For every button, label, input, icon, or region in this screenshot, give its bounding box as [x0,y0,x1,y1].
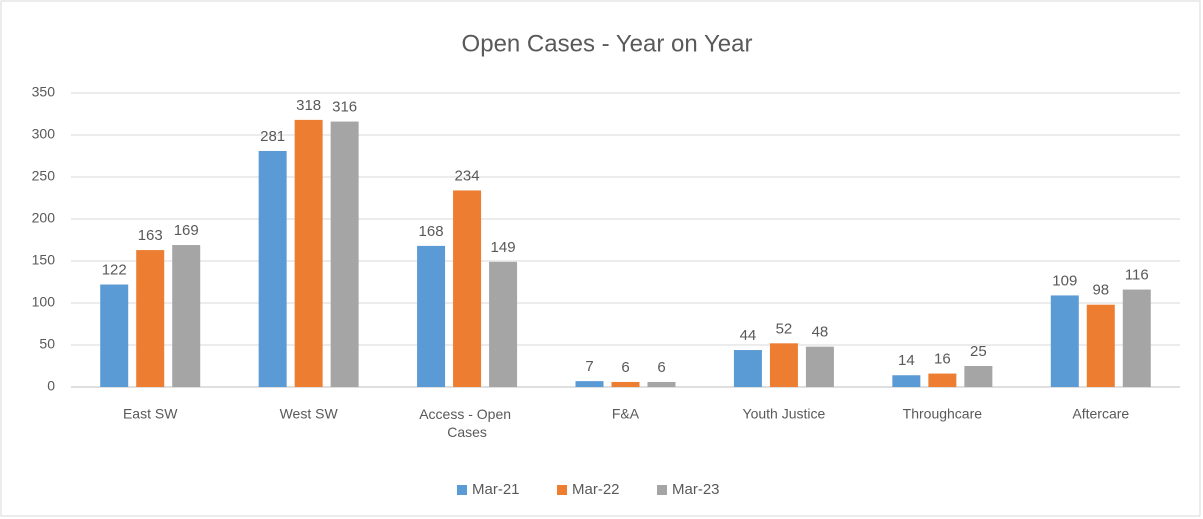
bar [892,375,921,387]
value-label: 109 [1052,272,1077,289]
value-label: 48 [812,324,829,341]
chart-title: Open Cases - Year on Year [462,30,753,57]
bar [1050,295,1079,387]
bar [489,261,518,387]
legend-label: Mar-22 [572,481,620,498]
x-tick-label: Aftercare [1072,406,1129,422]
bar [769,343,798,387]
x-tick-label: West SW [280,406,339,422]
x-tick-label: Throughcare [903,406,983,422]
value-label: 6 [657,359,665,376]
value-label: 318 [296,97,321,114]
y-tick-label: 200 [32,210,56,226]
value-label: 7 [585,358,593,375]
value-label: 98 [1092,282,1109,299]
value-label: 116 [1125,267,1149,284]
value-label: 44 [740,327,757,344]
bar [294,119,323,387]
legend-swatch [457,485,467,495]
value-label: 6 [621,359,629,376]
y-tick-label: 300 [32,126,56,142]
y-tick-label: 250 [32,168,56,184]
bar [172,245,201,387]
value-label: 25 [970,343,987,360]
bar [453,190,482,387]
bar [805,346,834,387]
value-label: 52 [776,320,793,337]
legend-label: Mar-21 [472,481,520,498]
y-tick-label: 0 [47,378,55,394]
y-tick-label: 50 [39,336,55,352]
value-label: 163 [138,227,163,244]
bar [136,250,165,387]
bar [611,381,640,387]
bar [928,373,957,387]
y-tick-label: 150 [32,252,56,268]
y-tick-label: 100 [32,294,56,310]
value-label: 316 [332,99,357,116]
bar [417,245,446,387]
bar [1122,289,1151,387]
value-label: 169 [174,222,199,239]
value-label: 168 [419,223,444,240]
value-label: 234 [455,167,480,184]
legend-swatch [657,485,667,495]
bar [964,366,993,387]
x-tick-label: East SW [123,406,178,422]
y-tick-label: 350 [32,84,56,100]
bar [647,381,676,387]
value-label: 149 [491,239,516,256]
x-tick-label: Access - Open Cases [419,406,515,440]
bar [100,284,129,387]
bar [1086,304,1115,387]
legend-swatch [557,485,567,495]
x-tick-label: F&A [612,406,640,422]
x-tick-label: Youth Justice [743,406,826,422]
value-label: 122 [102,261,127,278]
bar [330,121,359,387]
legend-label: Mar-23 [672,481,720,498]
bar [733,350,762,387]
value-label: 281 [260,128,285,145]
value-label: 14 [898,352,915,369]
bar [258,150,287,387]
value-label: 16 [934,351,951,368]
bar [575,381,604,387]
